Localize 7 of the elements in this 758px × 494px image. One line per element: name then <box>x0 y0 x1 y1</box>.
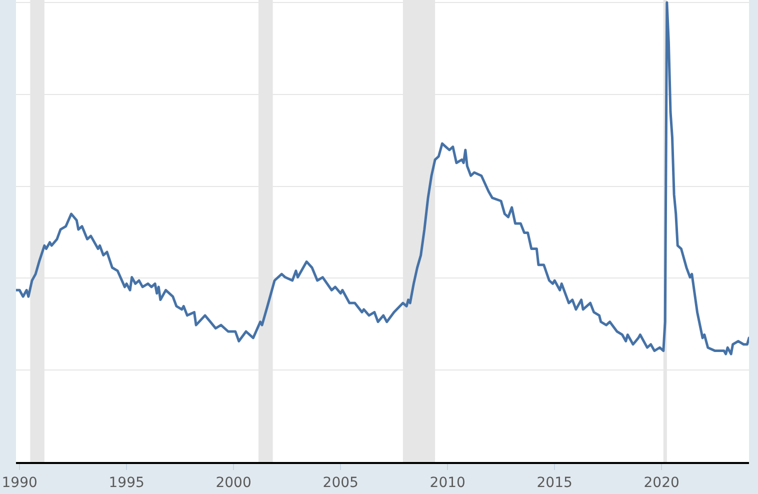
x-tick-label: 1995 <box>108 474 144 491</box>
x-tick-label: 2015 <box>536 474 572 491</box>
x-tick-label: 2020 <box>644 474 680 491</box>
x-tick-label: 2005 <box>322 474 358 491</box>
x-tick-label: 2010 <box>430 474 466 491</box>
x-tick-label: 2000 <box>216 474 252 491</box>
x-tick-label: 1990 <box>2 474 38 491</box>
